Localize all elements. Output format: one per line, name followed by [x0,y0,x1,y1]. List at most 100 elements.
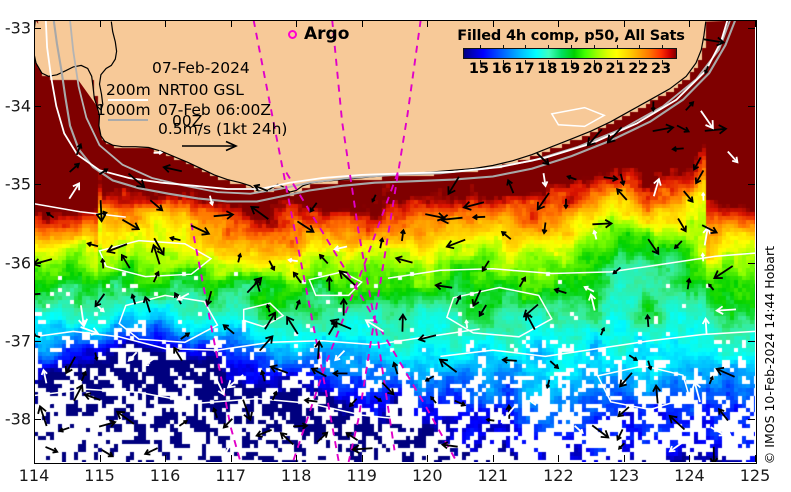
current-vector [94,352,99,362]
current-vector [80,370,87,382]
colorbar-tick [479,60,481,64]
colorbar-tick [571,45,572,49]
argo-legend: Argo [288,24,349,44]
current-vector [75,142,83,156]
current-vector [209,195,215,207]
current-vector [242,399,253,422]
y-tick [748,262,755,264]
colorbar-tick-label: 22 [628,61,649,77]
current-vector [600,326,606,336]
current-vector [541,173,549,188]
current-vector [683,190,694,203]
x-tick [492,20,494,27]
isobath-1000m [52,20,737,203]
sst-contour-line [34,388,415,422]
current-vector [68,181,80,200]
current-vector [34,292,41,296]
current-vector [673,240,683,250]
current-vector [464,319,469,329]
current-vector [96,200,107,223]
x-tick-label: 122 [543,466,574,485]
colorbar-tick [639,45,641,49]
x-tick [492,455,494,462]
current-vector [64,356,76,375]
current-vector [566,174,577,181]
x-tick [689,20,691,27]
x-tick [99,455,101,462]
x-tick [623,20,625,27]
x-tick [296,455,298,462]
current-vector [628,354,639,361]
sst-contour-loop [596,365,691,411]
current-vector [592,219,614,229]
current-vector [694,169,705,185]
colorbar-tick [616,60,618,64]
vector-scale-arrow [182,140,238,152]
current-vector [400,228,406,242]
current-vector [265,303,271,313]
current-vector [549,360,560,370]
argo-marker-icon [288,29,297,39]
current-vector [168,235,181,242]
current-vector [500,230,512,240]
current-vector [309,202,318,213]
colorbar-tick-labels: 15 16 17 18 19 20 21 22 23 [463,61,677,81]
current-vector [563,198,569,210]
current-vector [373,395,383,402]
current-vector [115,410,135,425]
sst-contour-loop [550,106,606,128]
coastline-south [96,21,707,193]
current-vector [83,392,101,401]
map-plot-area[interactable]: 07-Feb-2024 00Z 200m 1000m NRT00 GSL 07-… [34,20,755,462]
current-vector [286,315,299,335]
current-vector [271,390,278,401]
x-tick [165,455,167,462]
current-vector [553,287,567,294]
current-vector [178,420,188,427]
y-tick [748,184,755,186]
current-vector [190,224,211,236]
current-vector [471,214,486,221]
current-vector [86,241,99,248]
current-vector [647,360,653,371]
colorbar-tick-label: 20 [582,61,603,77]
current-vector [701,224,719,234]
current-vector [727,150,739,164]
current-vector [471,289,482,308]
current-vector [606,126,623,144]
y-tick-label: -33 [4,18,31,38]
current-vector [333,245,348,252]
current-vector [162,164,182,173]
current-vector [339,297,348,316]
current-vector [364,319,384,333]
colorbar-tick [662,45,664,49]
current-vector [685,277,692,290]
current-vector [619,173,626,187]
sst-contour-loop [242,302,285,328]
current-vector [709,446,719,462]
y-tick [748,418,755,420]
current-vector [259,335,274,352]
x-tick [558,20,560,27]
colorbar-tick [593,45,595,49]
current-vector [725,426,735,444]
y-tick [34,106,41,108]
current-vector [391,361,399,375]
current-vector [73,383,84,402]
x-tick-label: 124 [674,466,705,485]
current-vector [612,266,622,275]
current-vector [249,205,269,220]
x-tick [296,20,298,27]
current-vector [710,426,727,437]
x-tick [427,455,429,462]
argo-track [190,223,242,462]
colorbar-tick [662,60,664,64]
argo-track [285,172,458,462]
current-vector [617,442,625,450]
current-vector [398,313,407,332]
current-vector [500,405,516,424]
current-vector [318,253,329,265]
current-vector [334,349,346,362]
isobath-1000m-label: 1000m [96,101,151,119]
